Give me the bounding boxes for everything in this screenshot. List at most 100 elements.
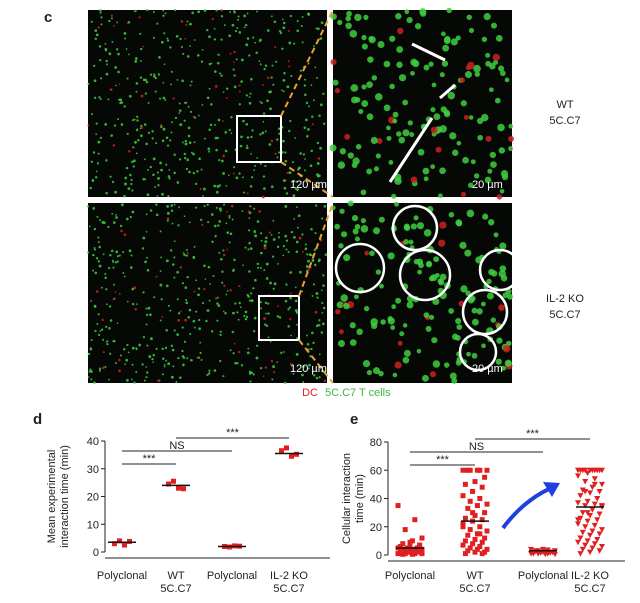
cell (269, 107, 272, 111)
cell (185, 23, 188, 26)
cell (271, 255, 275, 258)
cell (144, 158, 146, 161)
cell (264, 240, 268, 244)
cell (283, 21, 286, 25)
cell (184, 142, 188, 146)
cell (165, 259, 169, 263)
cell (349, 339, 357, 346)
cell (248, 370, 252, 374)
annotation (334, 242, 386, 294)
cell (168, 177, 171, 180)
cell (372, 227, 381, 235)
cell (126, 300, 129, 303)
cell (492, 53, 500, 61)
cell (216, 302, 219, 305)
cell (201, 301, 205, 305)
cell (125, 166, 129, 170)
cell (272, 219, 275, 222)
cell (270, 359, 274, 363)
cell (178, 158, 182, 161)
cell (500, 274, 508, 282)
cell (114, 261, 117, 264)
cell (189, 84, 192, 87)
cell (361, 34, 367, 41)
cell (410, 70, 415, 76)
cell (236, 27, 239, 30)
x-tick-label: Polyclonal (385, 570, 435, 582)
cell (286, 171, 289, 174)
cell (258, 40, 261, 43)
cell (160, 123, 163, 127)
cell (200, 359, 203, 361)
cell (428, 61, 434, 67)
cell (192, 319, 196, 323)
dot (284, 445, 289, 451)
cell (307, 128, 310, 131)
cell (256, 10, 259, 13)
dot (409, 551, 415, 557)
cell (284, 299, 288, 303)
cell (166, 37, 169, 40)
cell (141, 247, 145, 250)
dot (577, 515, 584, 522)
cell (448, 308, 455, 314)
cell (311, 295, 314, 297)
cell (259, 301, 262, 304)
cell (366, 369, 373, 376)
cell (264, 164, 267, 168)
cell (294, 286, 297, 289)
cell (438, 239, 446, 247)
cell (288, 41, 292, 45)
cell (354, 97, 361, 103)
dot (579, 546, 586, 553)
cell (120, 229, 123, 233)
cell (276, 245, 280, 249)
micrograph (88, 203, 327, 383)
cell (439, 125, 447, 133)
cell (210, 330, 214, 333)
cell (314, 310, 318, 314)
cell (97, 236, 100, 239)
cell (294, 309, 298, 312)
cell (260, 232, 263, 235)
cell (109, 352, 112, 355)
cell (259, 100, 262, 103)
cell (86, 205, 90, 208)
cell (292, 194, 296, 198)
cell (255, 356, 259, 360)
cell (490, 22, 497, 29)
cell (171, 263, 175, 266)
dot (465, 467, 471, 473)
cell (486, 278, 492, 285)
cell (155, 203, 158, 206)
cell (231, 218, 234, 221)
cell (330, 58, 337, 66)
cell (289, 14, 293, 18)
cell (301, 41, 304, 44)
cell (243, 14, 247, 18)
cell (487, 168, 493, 174)
micrographs (86, 7, 522, 385)
cell (179, 376, 182, 379)
cell (311, 123, 314, 126)
cell (402, 129, 410, 137)
cell (242, 264, 244, 267)
cell (188, 23, 191, 26)
cell (361, 100, 369, 107)
cell (273, 20, 277, 23)
cell (347, 152, 354, 159)
cell (88, 370, 91, 373)
dot (594, 467, 601, 474)
cell (153, 73, 156, 76)
cell (504, 77, 510, 83)
cell (230, 132, 233, 134)
cell (268, 90, 271, 94)
cell (100, 16, 103, 19)
cell (282, 245, 286, 248)
cell (241, 210, 244, 213)
cell (162, 127, 166, 131)
cell (346, 10, 352, 17)
cell (208, 35, 211, 39)
cell (319, 37, 323, 40)
dot (181, 486, 186, 492)
